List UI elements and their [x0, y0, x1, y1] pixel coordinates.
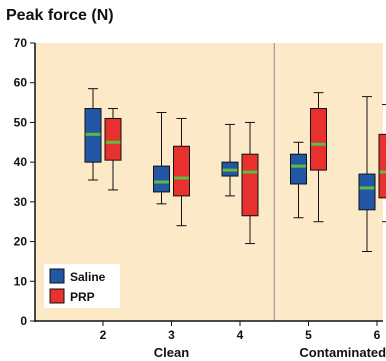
box-saline: [358, 173, 376, 211]
legend-label: PRP: [70, 290, 95, 304]
chart-title: Peak force (N): [6, 7, 114, 24]
legend-swatch: [49, 268, 65, 284]
box-series: [84, 88, 386, 252]
box-prp: [241, 153, 259, 217]
y-tick-label: 20: [14, 235, 28, 249]
y-tick-label: 70: [14, 36, 28, 50]
legend-label: Saline: [70, 270, 106, 284]
x-tick-label: 2: [100, 328, 107, 342]
y-tick-label: 60: [14, 76, 28, 90]
box-prp: [310, 108, 327, 171]
x-tick-label: 6: [374, 328, 381, 342]
group-label: Clean: [154, 345, 189, 360]
x-tick-label: 3: [168, 328, 175, 342]
legend-swatch: [49, 288, 65, 304]
box-prp: [378, 133, 386, 199]
box-prp: [104, 117, 122, 161]
x-tick-label: 4: [237, 328, 244, 342]
box-prp: [173, 145, 190, 197]
group-label: Contaminated: [299, 345, 386, 360]
y-tick-label: 0: [20, 314, 27, 328]
legend: Saline PRP: [44, 264, 120, 308]
box-saline: [153, 165, 170, 193]
axis-ticks: 0 10 20 30 40 50 60 70 2 3 4 5 6 Clean Contaminated: [14, 36, 386, 360]
y-tick-label: 10: [14, 274, 28, 288]
y-tick-label: 50: [14, 115, 28, 129]
y-tick-label: 30: [14, 195, 28, 209]
x-tick-label: 5: [305, 328, 312, 342]
box-saline: [290, 153, 307, 185]
y-tick-label: 40: [14, 155, 28, 169]
